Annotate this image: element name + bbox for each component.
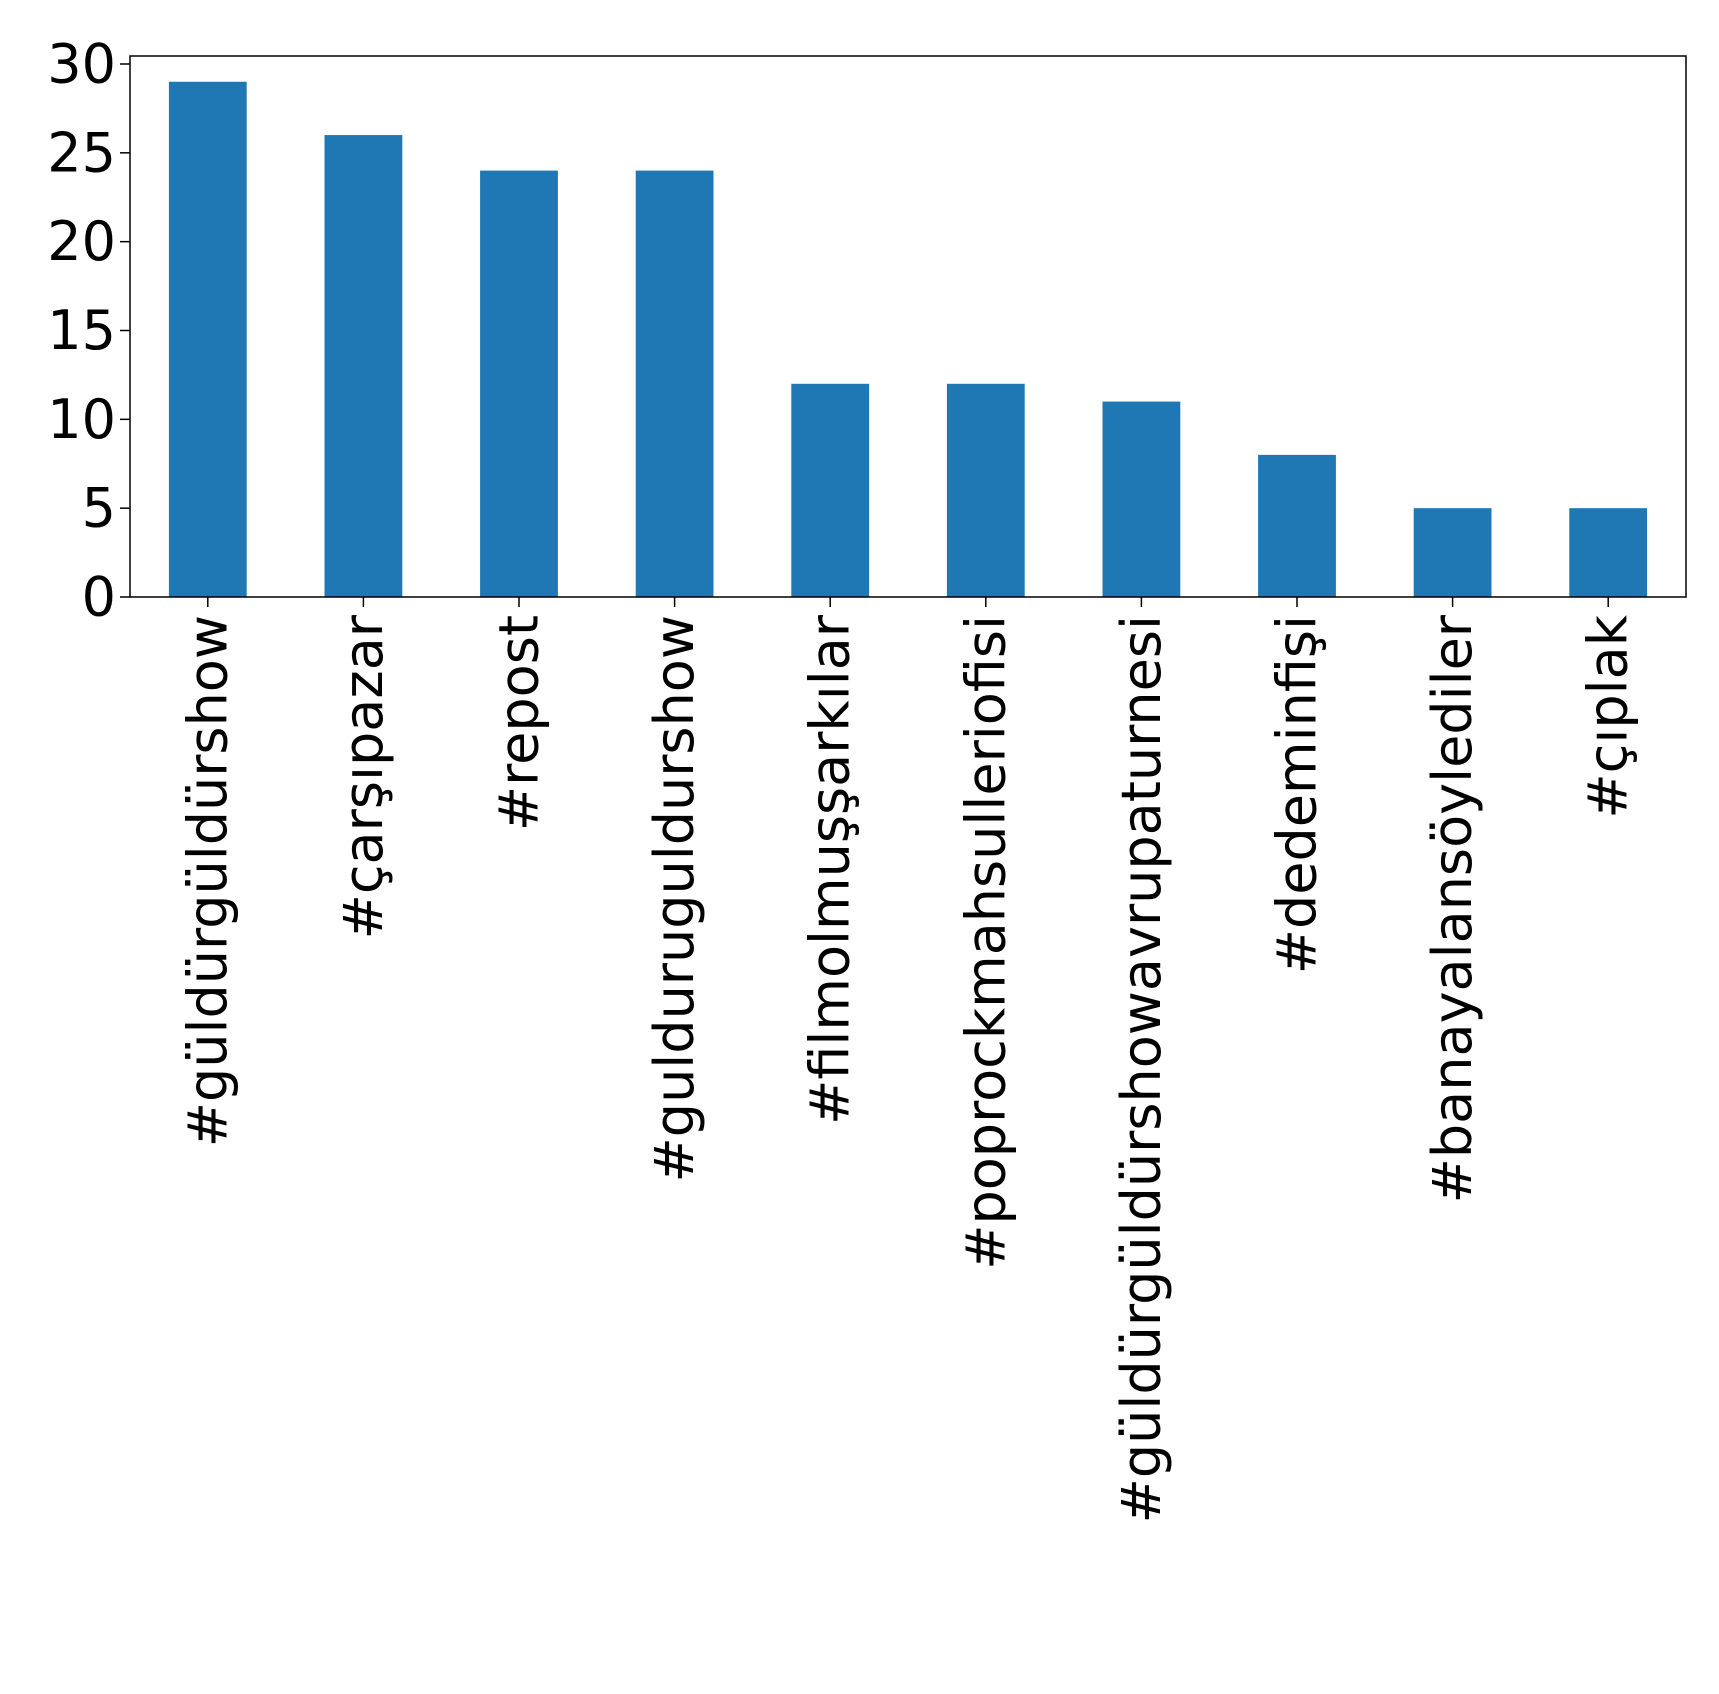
x-axis: #güldürgüldürshow #çarşıpazar #repost #guld… xyxy=(176,597,1640,1523)
x-tick-label-5: #poprockmahsulleriofisi xyxy=(954,615,1017,1270)
y-tick-label-5: 25 xyxy=(47,121,116,184)
x-tick-label-6: #güldürgüldürshowavrupaturnesi xyxy=(1110,615,1173,1523)
bars-layer xyxy=(168,81,1648,597)
bar-2 xyxy=(480,170,558,597)
bar-5 xyxy=(946,383,1025,597)
bar-8 xyxy=(1413,508,1492,597)
bar-6 xyxy=(1102,401,1181,597)
bar-3 xyxy=(635,170,714,597)
x-tick-label-7: #dedeminfişi xyxy=(1266,615,1329,974)
x-tick-label-8: #banayalansöylediler xyxy=(1421,614,1484,1203)
bar-9 xyxy=(1569,508,1648,597)
y-tick-label-2: 10 xyxy=(47,388,116,451)
y-axis: 0 5 10 15 20 25 30 xyxy=(47,32,130,629)
bar-1 xyxy=(324,135,403,597)
x-tick-label-1: #çarşıpazar xyxy=(332,614,395,939)
y-tick-label-3: 15 xyxy=(47,299,116,362)
x-tick-label-2: #repost xyxy=(488,615,551,831)
x-tick-label-9: #çıplak xyxy=(1577,614,1640,818)
bar-7 xyxy=(1258,454,1336,597)
y-tick-label-0: 0 xyxy=(82,566,116,629)
x-tick-label-3: #gulduruguldurshow xyxy=(643,615,706,1182)
bar-0 xyxy=(168,81,247,597)
y-tick-label-4: 20 xyxy=(47,210,116,273)
bar-4 xyxy=(791,383,870,597)
y-tick-label-6: 30 xyxy=(47,32,116,95)
x-tick-label-0: #güldürgüldürshow xyxy=(176,615,239,1147)
plot-frame xyxy=(129,55,1687,598)
x-tick-label-4: #filmolmuşşarkılar xyxy=(799,614,862,1125)
y-tick-label-1: 5 xyxy=(82,477,116,540)
